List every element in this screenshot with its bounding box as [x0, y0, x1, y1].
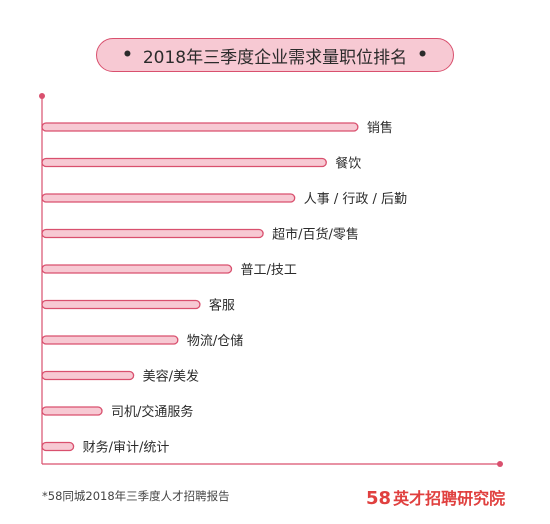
bar-category-label: 司机/交通服务 [111, 404, 193, 420]
title-bullet-left: • [121, 45, 133, 65]
bar-category-label: 美容/美发 [143, 369, 199, 385]
bar-category-label: 销售 [367, 120, 393, 136]
bar-category-label: 人事 / 行政 / 后勤 [304, 192, 407, 207]
title-bullet-right: • [417, 45, 428, 65]
brand-logo: 58 英才招聘研究院 [366, 485, 505, 509]
x-axis-end-dot [497, 461, 503, 467]
source-note: *58同城2018年三季度人才招聘报告 [42, 489, 230, 503]
bar [41, 228, 264, 239]
bar [41, 406, 103, 416]
bar-category-label: 普工/技工 [241, 263, 297, 278]
bar-category-label: 餐饮 [335, 156, 361, 172]
y-axis-end-dot [39, 93, 45, 99]
bar [41, 441, 75, 452]
bar [41, 335, 179, 345]
bar [41, 122, 359, 132]
bar-category-label: 物流/仓储 [187, 334, 243, 349]
bar [41, 157, 327, 168]
bar [41, 264, 233, 274]
bar-category-label: 超市/百货/零售 [272, 227, 359, 243]
bar [41, 299, 201, 310]
bar [41, 370, 135, 381]
chart-title: 2018年三季度企业需求量职位排名 [142, 47, 408, 68]
bar [41, 193, 296, 203]
brand-number: 58 [366, 488, 392, 509]
chart-title-pill: • 2018年三季度企业需求量职位排名 • [96, 38, 454, 72]
bar-category-label: 财务/审计/统计 [83, 440, 170, 456]
bar-category-label: 客服 [209, 298, 235, 314]
brand-name: 英才招聘研究院 [393, 489, 506, 508]
